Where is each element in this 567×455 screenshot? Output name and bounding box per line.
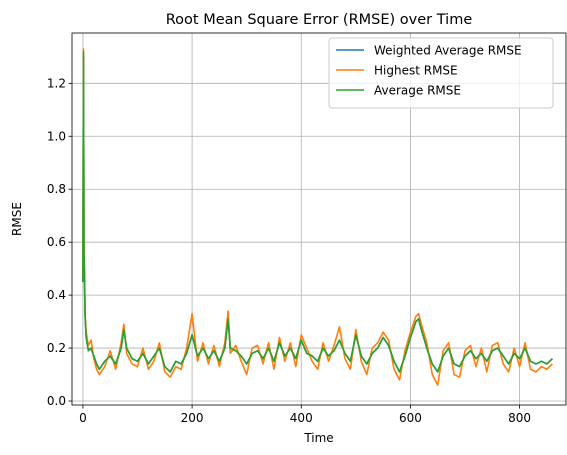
y-tick-label: 0.4 (47, 288, 66, 302)
x-tick-label: 0 (79, 411, 87, 425)
y-tick-label: 1.0 (47, 129, 66, 143)
y-axis-label: RMSE (10, 202, 24, 236)
legend-label-1: Highest RMSE (374, 64, 458, 78)
y-tick-label: 0.8 (47, 182, 66, 196)
x-axis-label: Time (303, 431, 333, 445)
series-line-2 (82, 50, 553, 373)
series-lines (82, 48, 553, 386)
y-tick-label: 0.2 (47, 341, 66, 355)
y-tick-label: 1.2 (47, 76, 66, 90)
legend-label-0: Weighted Average RMSE (374, 44, 522, 58)
x-tick-label: 800 (508, 411, 531, 425)
x-tick-label: 400 (290, 411, 313, 425)
axis-ticks: 0 200 400 600 800 0.0 0.2 0.4 0.6 0.8 1.0 1.2 (47, 76, 531, 425)
y-tick-label: 0.6 (47, 235, 66, 249)
x-tick-label: 200 (181, 411, 204, 425)
x-tick-label: 600 (399, 411, 422, 425)
y-tick-label: 0.0 (47, 394, 66, 408)
legend-box (328, 37, 554, 109)
chart-title: Root Mean Square Error (RMSE) over Time (166, 12, 473, 28)
legend: Weighted Average RMSE Highest RMSE Average… (328, 37, 554, 109)
grid-lines (72, 33, 566, 405)
plot-frame (71, 32, 567, 406)
legend-label-2: Average RMSE (374, 84, 461, 98)
